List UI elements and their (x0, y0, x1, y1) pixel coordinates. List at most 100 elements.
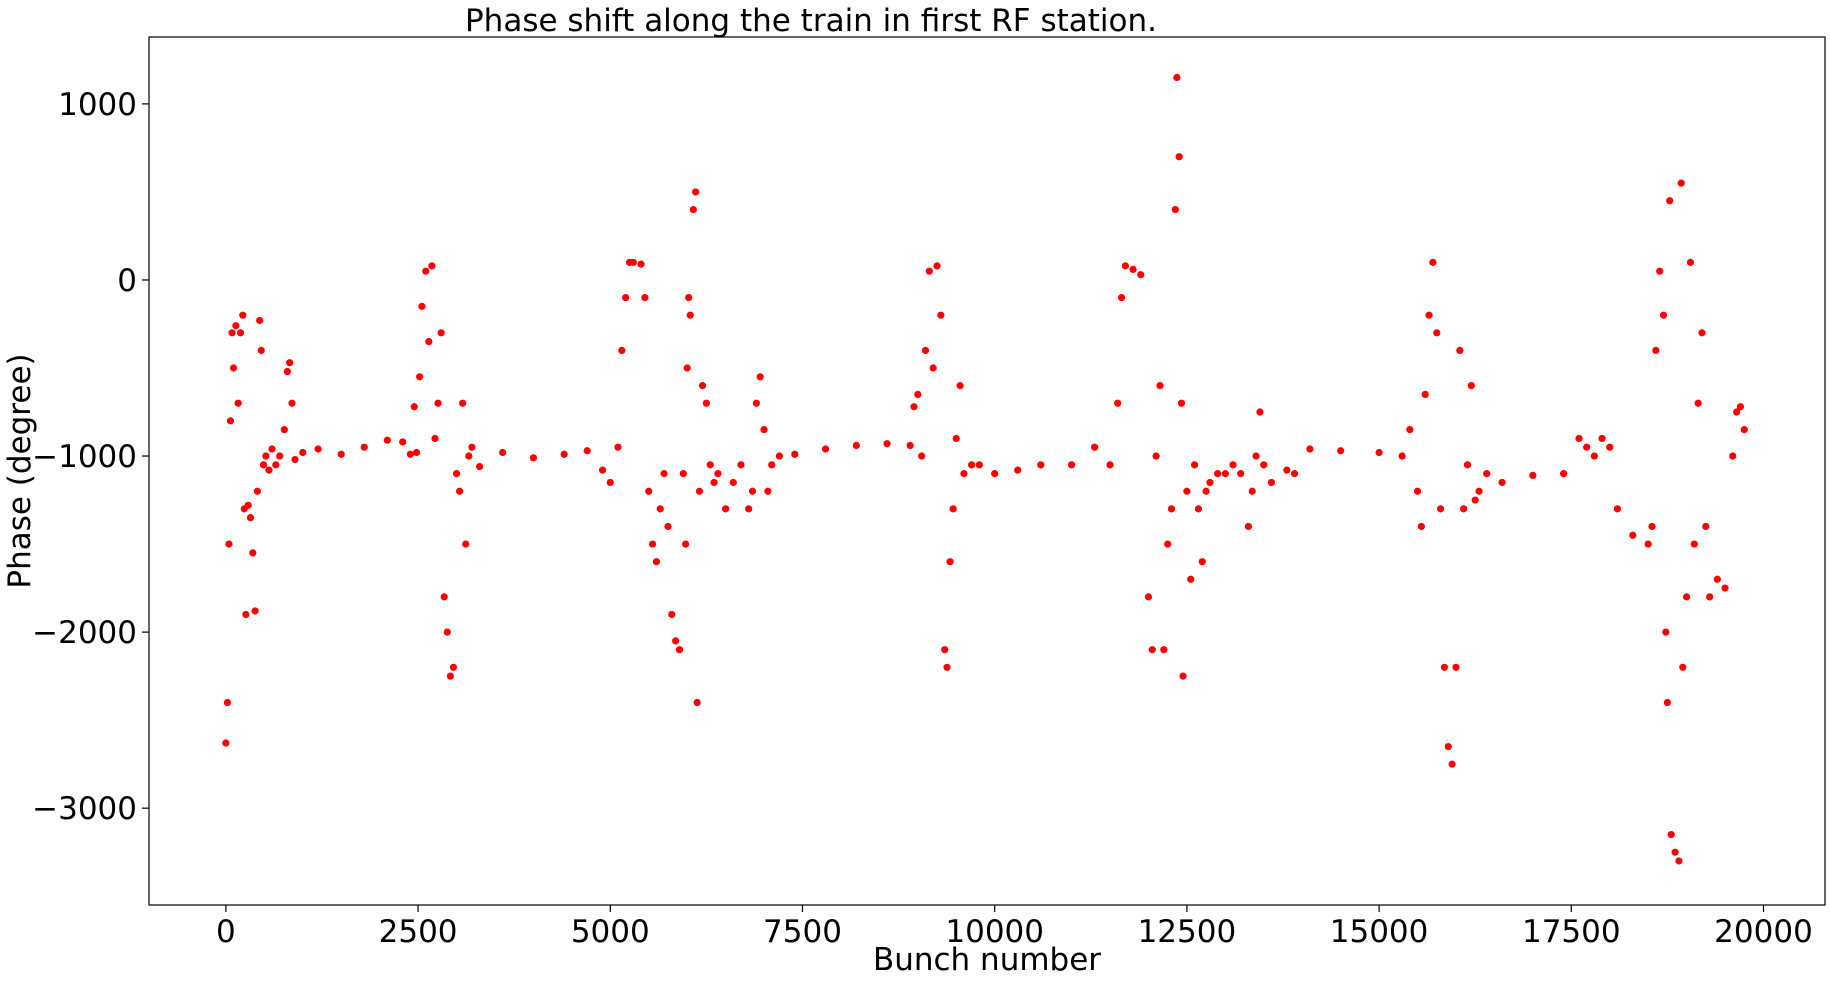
x-axis: 0 2500 5000 7500 10000 12500 15000 17500 20000 (216, 905, 1813, 950)
data-point (685, 293, 693, 302)
data-point (775, 452, 784, 460)
data-point (223, 698, 232, 707)
data-point (283, 367, 291, 376)
data-point (943, 663, 951, 671)
data-point (225, 540, 233, 548)
data-point (686, 311, 694, 319)
data-point (291, 455, 299, 464)
data-point (918, 452, 926, 460)
data-point (1433, 329, 1441, 337)
data-point (614, 443, 622, 451)
data-point (360, 443, 368, 451)
data-point (672, 637, 680, 645)
data-point (229, 364, 238, 372)
data-point (262, 452, 270, 460)
data-point (598, 466, 607, 474)
y-tick-label: 0 (117, 263, 137, 299)
data-point (1721, 584, 1729, 592)
data-point (1429, 258, 1437, 266)
data-point (446, 672, 454, 680)
data-point (1706, 593, 1714, 601)
data-point (1106, 461, 1114, 469)
data-point (1713, 575, 1721, 583)
data-point (921, 346, 930, 354)
data-point (1091, 443, 1099, 451)
data-point (1683, 593, 1691, 601)
data-point (1662, 628, 1670, 636)
data-point (1598, 434, 1606, 443)
data-point (452, 470, 461, 478)
data-point (418, 302, 426, 310)
data-point (1694, 399, 1702, 407)
data-point (1606, 443, 1614, 451)
data-point (910, 403, 918, 411)
data-point (1613, 505, 1622, 513)
data-point (1652, 346, 1660, 354)
data-point (529, 454, 538, 462)
data-point (1671, 848, 1679, 856)
data-point (1460, 505, 1468, 513)
data-point (462, 540, 470, 548)
data-point (253, 487, 262, 495)
data-point (1148, 646, 1156, 654)
data-point (1740, 426, 1748, 434)
data-point (1475, 487, 1483, 495)
data-point (1137, 271, 1145, 279)
data-point (1037, 461, 1045, 469)
data-point (425, 337, 433, 346)
data-point (768, 461, 776, 469)
chart-title: Phase shift along the train in first RF … (465, 3, 1157, 39)
data-point (1463, 461, 1472, 469)
data-point (656, 505, 664, 513)
data-point (1214, 470, 1222, 478)
data-point (1194, 505, 1203, 513)
y-axis: 1000 0 −1000 −2000 −3000 (32, 87, 149, 827)
data-point (618, 346, 626, 354)
data-point (1173, 73, 1181, 82)
data-point (299, 448, 307, 457)
data-point (1456, 346, 1464, 354)
data-point (1560, 470, 1568, 478)
data-point (722, 505, 730, 513)
data-point (1183, 487, 1191, 495)
data-point (286, 359, 294, 367)
data-point (1417, 522, 1425, 531)
data-point (1732, 408, 1741, 416)
data-point (1256, 408, 1264, 416)
data-point (689, 205, 697, 214)
plot-frame (148, 36, 1826, 906)
data-point (1160, 646, 1168, 654)
data-point (641, 293, 649, 302)
data-point (1686, 258, 1695, 266)
data-point (745, 505, 753, 513)
data-point (1471, 496, 1479, 504)
data-point (748, 487, 757, 495)
data-point (399, 438, 407, 446)
data-point (406, 450, 414, 458)
data-point (228, 329, 236, 337)
data-point (668, 610, 676, 619)
data-point (1117, 293, 1126, 302)
data-point (455, 487, 464, 495)
data-point (1290, 470, 1299, 478)
data-point (226, 417, 235, 425)
data-point (265, 466, 273, 474)
data-point (1413, 487, 1422, 495)
data-point (682, 540, 690, 548)
data-point (1663, 698, 1671, 707)
x-tick-label: 2500 (379, 914, 458, 950)
data-point (1690, 540, 1698, 548)
data-point (560, 450, 568, 458)
data-point (752, 399, 760, 407)
data-point (242, 610, 250, 619)
x-tick-label: 20000 (1714, 914, 1813, 950)
data-point (1659, 311, 1668, 319)
y-tick-label: −3000 (32, 791, 137, 827)
data-point (288, 399, 296, 407)
data-point (1666, 197, 1674, 205)
data-point (268, 445, 276, 453)
data-point (1014, 466, 1022, 474)
data-point (1436, 505, 1445, 513)
data-point (232, 322, 240, 330)
